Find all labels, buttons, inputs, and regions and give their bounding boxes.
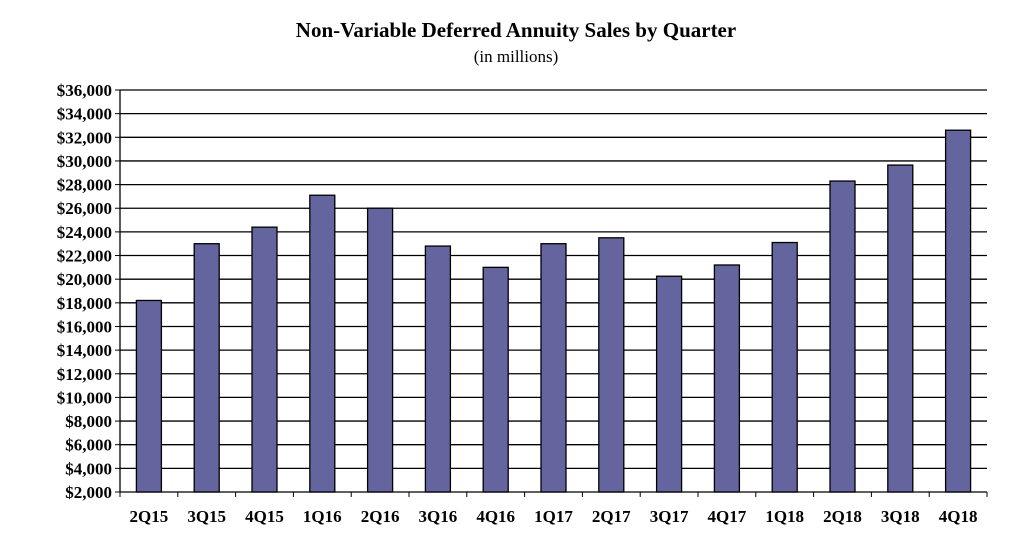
bar-2Q15: [135, 299, 163, 493]
y-tick-label: $4,000: [65, 459, 112, 478]
x-tick-label: 4Q18: [939, 507, 978, 526]
chart-title: Non-Variable Deferred Annuity Sales by Q…: [296, 18, 736, 42]
bar-1Q17: [540, 243, 567, 493]
x-tick-label: 3Q15: [187, 507, 226, 526]
y-tick-label: $20,000: [57, 270, 112, 289]
x-tick-label: 3Q18: [881, 507, 920, 526]
y-tick-label: $26,000: [57, 199, 112, 218]
x-tick-label: 1Q16: [303, 507, 342, 526]
x-tick-label: 1Q18: [765, 507, 804, 526]
bar-3Q16: [424, 245, 452, 493]
y-tick-label: $36,000: [57, 81, 112, 100]
x-tick-label: 2Q16: [361, 507, 400, 526]
x-tick-label: 4Q15: [245, 507, 284, 526]
y-tick-label: $32,000: [57, 128, 112, 147]
bar-4Q17: [713, 264, 741, 493]
y-tick-label: $14,000: [57, 341, 112, 360]
bar-4Q16: [482, 266, 509, 493]
bar-3Q17: [655, 275, 683, 493]
y-tick-label: $2,000: [65, 483, 112, 502]
x-tick-label: 2Q17: [592, 507, 631, 526]
x-tick-label: 1Q17: [534, 507, 573, 526]
x-tick-label: 2Q15: [130, 507, 169, 526]
bar-2Q16: [366, 207, 394, 493]
bar-1Q18: [771, 241, 798, 493]
x-tick-label: 4Q16: [476, 507, 515, 526]
bar-3Q15: [193, 243, 220, 493]
y-tick-label: $34,000: [57, 105, 112, 124]
y-tick-label: $10,000: [57, 388, 112, 407]
y-tick-label: $22,000: [57, 247, 112, 266]
y-tick-label: $30,000: [57, 152, 112, 171]
y-tick-label: $24,000: [57, 223, 112, 242]
bar-1Q16: [309, 194, 336, 493]
y-tick-label: $8,000: [65, 412, 112, 431]
bar-4Q15: [251, 226, 278, 493]
y-tick-label: $18,000: [57, 294, 112, 313]
bar-2Q18: [829, 180, 856, 493]
bar-2Q17: [598, 237, 625, 493]
y-tick-label: $12,000: [57, 365, 112, 384]
y-tick-label: $28,000: [57, 176, 112, 195]
x-tick-label: 4Q17: [708, 507, 747, 526]
x-tick-label: 3Q17: [650, 507, 689, 526]
x-tick-label: 3Q16: [419, 507, 458, 526]
chart-subtitle: (in millions): [474, 47, 559, 66]
x-tick-label: 2Q18: [823, 507, 862, 526]
bar-4Q18: [944, 129, 972, 493]
y-tick-label: $6,000: [65, 436, 112, 455]
bar-3Q18: [887, 164, 914, 493]
y-tick-label: $16,000: [57, 317, 112, 336]
